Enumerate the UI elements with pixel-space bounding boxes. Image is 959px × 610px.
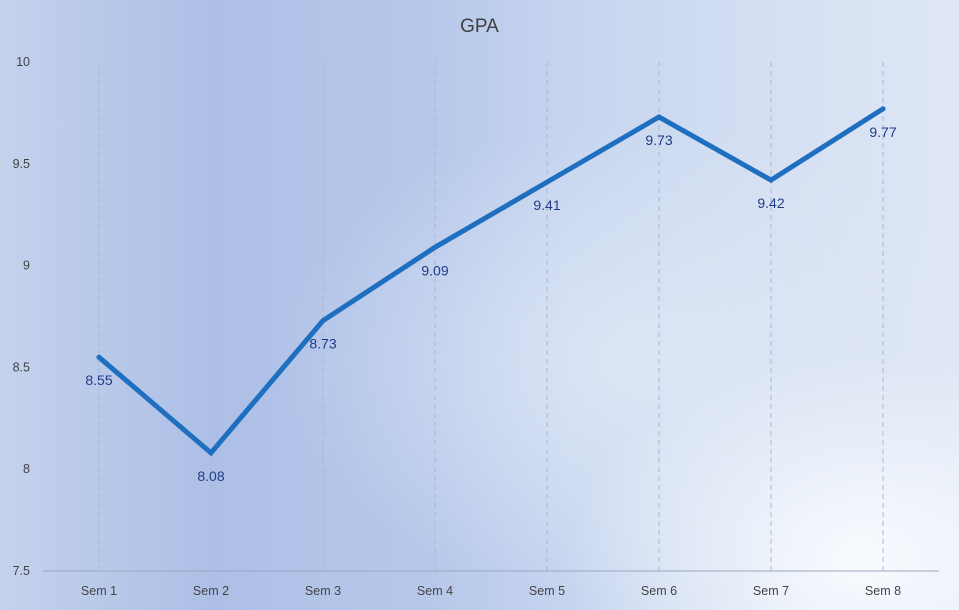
y-tick-label: 9 <box>23 259 30 273</box>
data-point <box>96 354 102 360</box>
data-label: 9.77 <box>869 124 896 140</box>
data-point <box>320 318 326 324</box>
x-tick-label: Sem 6 <box>641 584 677 598</box>
x-tick-label: Sem 8 <box>865 584 901 598</box>
data-point <box>880 106 886 112</box>
data-label: 9.73 <box>645 132 672 148</box>
data-label: 9.41 <box>533 197 560 213</box>
chart-title: GPA <box>460 16 499 37</box>
x-tick-label: Sem 2 <box>193 584 229 598</box>
data-point <box>432 244 438 250</box>
x-tick-label: Sem 5 <box>529 584 565 598</box>
y-tick-label: 7.5 <box>13 564 30 578</box>
x-tick-label: Sem 3 <box>305 584 341 598</box>
data-label: 8.73 <box>309 336 336 352</box>
data-point <box>208 450 214 456</box>
x-tick-label: Sem 4 <box>417 584 453 598</box>
y-tick-label: 8 <box>23 462 30 476</box>
data-label: 9.42 <box>757 195 784 211</box>
x-tick-label: Sem 7 <box>753 584 789 598</box>
series-line <box>96 106 886 457</box>
data-label: 8.08 <box>197 468 224 484</box>
data-label: 9.09 <box>421 262 448 278</box>
x-tick-label: Sem 1 <box>81 584 117 598</box>
data-point <box>768 177 774 183</box>
data-point <box>656 114 662 120</box>
y-tick-label: 10 <box>16 55 30 69</box>
data-point <box>544 179 550 185</box>
y-tick-label: 9.5 <box>13 157 30 171</box>
data-label: 8.55 <box>85 372 112 388</box>
y-tick-label: 8.5 <box>13 360 30 374</box>
